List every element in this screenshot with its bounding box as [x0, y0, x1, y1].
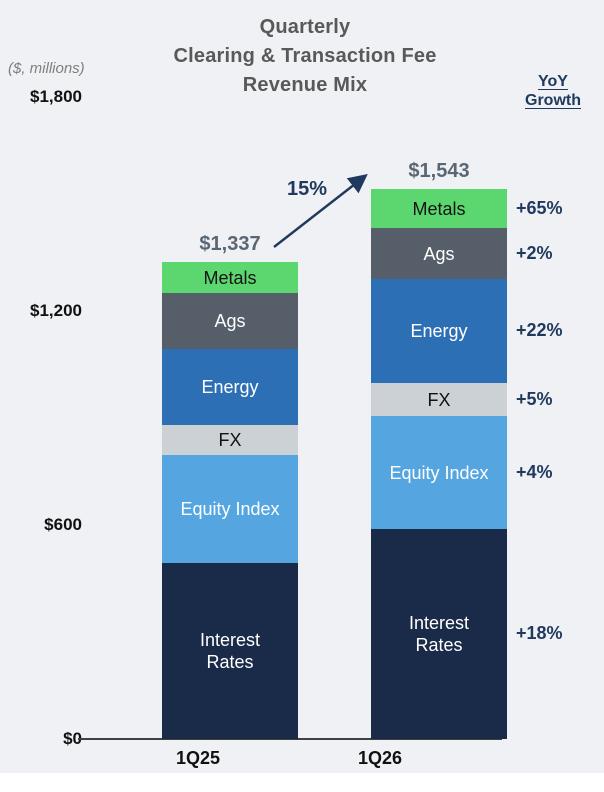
bar-segment-1q25-interest-rates: Interest Rates — [162, 563, 298, 739]
yoy-label-interest-rates: +18% — [516, 623, 563, 643]
y-tick-0: $0 — [63, 729, 82, 748]
bar-segment-label: Energy — [410, 321, 468, 341]
yoy-label-equity-index: +4% — [516, 461, 553, 482]
y-tick-600: $600 — [44, 515, 82, 534]
bar-segment-label: Metals — [203, 267, 257, 288]
bar-segment-1q25-metals: Metals — [162, 262, 298, 293]
yoy-growth-header: YoY Growth — [515, 72, 591, 110]
bar-segment-1q26-interest-rates: Interest Rates — [371, 529, 507, 739]
x-label-1q26: 1Q26 — [357, 748, 403, 768]
bar-segment-label: Interest Rates — [199, 630, 261, 672]
bar-segment-label: Energy — [201, 377, 259, 397]
units-label: ($, millions) — [8, 60, 85, 77]
bar-total-1q25: $1,337 — [199, 233, 261, 255]
bar-segment-label: Ags — [423, 243, 455, 264]
yoy-header-line-2: Growth — [525, 92, 581, 109]
bar-segment-label: Equity Index — [180, 499, 280, 519]
x-label-1q25: 1Q25 — [175, 748, 221, 768]
bar-segment-label: FX — [218, 430, 242, 450]
bar-segment-1q26-energy: Energy — [371, 279, 507, 383]
chart-title-line-2: Clearing & Transaction Fee — [173, 45, 437, 67]
bar-segment-label: Equity Index — [389, 462, 489, 483]
chart-title: Quarterly Clearing & Transaction Fee Rev… — [100, 13, 510, 100]
bar-segment-1q26-equity-index: Equity Index — [371, 416, 507, 529]
bar-segment-label: Metals — [412, 198, 466, 219]
bar-segment-1q26-metals: Metals — [371, 189, 507, 228]
yoy-header-line-1: YoY — [538, 73, 568, 90]
chart-title-line-1: Quarterly — [259, 16, 351, 38]
bar-segment-1q25-energy: Energy — [162, 349, 298, 425]
chart-background — [0, 0, 604, 773]
x-axis-line — [78, 738, 502, 740]
yoy-label-metals: +65% — [516, 197, 563, 218]
bar-segment-1q25-fx: FX — [162, 425, 298, 455]
bar-segment-1q26-ags: Ags — [371, 228, 507, 279]
yoy-label-fx: +5% — [516, 388, 553, 409]
bar-segment-1q26-fx: FX — [371, 383, 507, 416]
bar-segment-1q25-ags: Ags — [162, 293, 298, 349]
yoy-label-ags: +2% — [516, 242, 553, 263]
y-tick-1800: $1,800 — [30, 87, 82, 106]
bar-total-1q26: $1,543 — [408, 160, 470, 182]
bar-segment-label: Ags — [214, 311, 246, 331]
yoy-label-energy: +22% — [516, 320, 563, 340]
y-tick-1200: $1,200 — [30, 301, 82, 320]
bar-segment-label: Interest Rates — [408, 613, 470, 655]
chart-title-line-3: Revenue Mix — [242, 74, 368, 96]
bar-segment-label: FX — [427, 389, 451, 410]
bar-segment-1q25-equity-index: Equity Index — [162, 455, 298, 563]
growth-arrow-label: 15% — [286, 178, 328, 200]
